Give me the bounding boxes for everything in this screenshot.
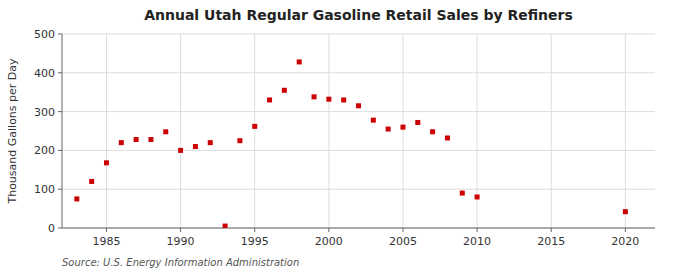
ticks: 0 100 200 300 400 500 1985 1990 1995 2000 2005 2010… <box>34 28 639 248</box>
grid-line <box>625 34 626 228</box>
x-tick-label: 2010 <box>463 235 491 248</box>
y-tick-label: 200 <box>34 144 55 157</box>
point <box>163 129 168 134</box>
points <box>74 59 628 228</box>
point <box>460 191 465 196</box>
y-tick <box>58 34 62 35</box>
point <box>119 140 124 145</box>
point <box>148 137 153 142</box>
y-tick <box>58 111 62 112</box>
x-tick <box>625 228 626 232</box>
point <box>74 196 79 201</box>
point <box>445 135 450 140</box>
point <box>341 97 346 102</box>
point <box>430 129 435 134</box>
point <box>297 59 302 64</box>
grid-line <box>551 34 552 228</box>
x-tick-label: 2020 <box>611 235 639 248</box>
x-tick-label: 2015 <box>537 235 565 248</box>
point <box>178 148 183 153</box>
y-tick <box>58 228 62 229</box>
x-tick <box>254 228 255 232</box>
grid-line <box>62 150 655 151</box>
y-axis-label: Thousand Gallons per Day <box>6 58 19 205</box>
point <box>223 224 228 228</box>
x-tick-label: 1995 <box>241 235 269 248</box>
x-tick <box>402 228 403 232</box>
x-tick <box>551 228 552 232</box>
grid-line <box>254 34 255 228</box>
grid-line <box>62 34 655 35</box>
point <box>400 125 405 130</box>
y-tick-label: 300 <box>34 106 55 119</box>
x-tick-label: 1990 <box>167 235 195 248</box>
x-tick-label: 2000 <box>315 235 343 248</box>
point <box>89 179 94 184</box>
y-tick-label: 400 <box>34 67 55 80</box>
x-axis-line <box>62 228 655 229</box>
x-tick <box>477 228 478 232</box>
point <box>282 88 287 93</box>
x-tick-label: 2005 <box>389 235 417 248</box>
x-tick <box>180 228 181 232</box>
point <box>252 124 257 129</box>
x-tick <box>328 228 329 232</box>
y-tick-label: 0 <box>48 222 55 235</box>
grid-line <box>106 34 107 228</box>
point <box>475 194 480 199</box>
y-tick <box>58 189 62 190</box>
point <box>356 103 361 108</box>
point <box>371 118 376 123</box>
x-tick <box>106 228 107 232</box>
grid-line <box>180 34 181 228</box>
y-tick <box>58 72 62 73</box>
y-tick <box>58 150 62 151</box>
y-tick-label: 100 <box>34 183 55 196</box>
grid-line <box>62 189 655 190</box>
point <box>267 97 272 102</box>
grid-line <box>62 72 655 73</box>
point <box>415 120 420 125</box>
point <box>623 209 628 214</box>
point <box>237 138 242 143</box>
x-tick-label: 1985 <box>92 235 120 248</box>
grid-line <box>328 34 329 228</box>
point <box>104 160 109 165</box>
chart: 0 100 200 300 400 500 1985 1990 1995 2000 2005 2010… <box>0 0 675 275</box>
source: Source: U.S. Energy Information Administ… <box>62 257 299 268</box>
grid <box>62 34 655 228</box>
title: Annual Utah Regular Gasoline Retail Sale… <box>144 7 573 23</box>
grid-line <box>62 228 655 229</box>
point <box>208 140 213 145</box>
point <box>312 94 317 99</box>
grid-line <box>62 111 655 112</box>
point <box>386 127 391 132</box>
point <box>326 97 331 102</box>
y-axis-line <box>62 34 63 228</box>
point <box>134 137 139 142</box>
point <box>193 144 198 149</box>
grid-line <box>402 34 403 228</box>
y-tick-label: 500 <box>34 28 55 41</box>
